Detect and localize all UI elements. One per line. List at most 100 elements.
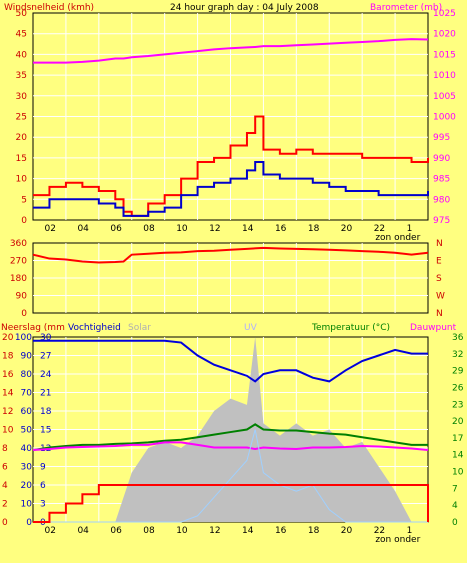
rain-tick: 12 xyxy=(2,407,13,417)
wind-x-tick: 14 xyxy=(242,224,254,234)
rain-tick: 18 xyxy=(2,352,14,362)
temp-tick: 10 xyxy=(452,468,464,478)
series-temperatuur xyxy=(32,423,428,452)
clim-x-note: zon onder xyxy=(375,535,420,545)
wind-x-note: zon onder xyxy=(375,233,420,243)
humidity-tick: 0 xyxy=(26,518,32,528)
series-solar xyxy=(33,337,428,522)
direction-left-tick: 270 xyxy=(10,257,27,267)
direction-left-tick: 360 xyxy=(10,239,27,249)
wind-right-tick: 1010 xyxy=(433,71,456,81)
rain-tick: 8 xyxy=(2,444,8,454)
uv-tick: 24 xyxy=(40,370,52,380)
temp-tick: 32 xyxy=(452,350,463,360)
wind-left-tick: 40 xyxy=(16,50,28,60)
wind-x-tick: 02 xyxy=(45,224,56,234)
temp-tick: 0 xyxy=(452,518,458,528)
wind-right-tick: 975 xyxy=(433,216,450,226)
series-vochtigheid xyxy=(33,339,428,383)
wind-left-tick: 0 xyxy=(21,216,27,226)
wind-left-tick: 15 xyxy=(16,154,27,164)
series-uv xyxy=(33,429,428,523)
clim-x-tick: 10 xyxy=(176,526,188,536)
direction-right-tick: S xyxy=(436,274,442,284)
wind-left-label: Windsnelheid (kmh) xyxy=(4,3,94,13)
wind-x-tick: 1 xyxy=(407,224,413,234)
temp-tick: 20 xyxy=(452,417,464,427)
wind-left-tick: 30 xyxy=(16,92,28,102)
temp-tick: 14 xyxy=(452,451,464,461)
temp-tick: 26 xyxy=(452,383,464,393)
rain-tick: 16 xyxy=(2,370,14,380)
wind-left-tick: 20 xyxy=(16,133,28,143)
series-windsnelheid-gusts xyxy=(33,115,429,217)
wind-right-tick: 980 xyxy=(433,195,450,205)
temp-tick: 23 xyxy=(452,400,463,410)
clim-x-tick: 06 xyxy=(110,526,122,536)
wind-x-tick: 04 xyxy=(77,224,89,234)
wind-left-tick: 50 xyxy=(16,9,28,19)
humidity-tick: 50 xyxy=(21,426,33,436)
humidity-tick: 40 xyxy=(21,444,33,454)
humidity-tick: 90 xyxy=(21,352,33,362)
direction-right-tick: N xyxy=(436,309,443,319)
wind-x-tick: 22 xyxy=(374,224,385,234)
series-dauwpunt xyxy=(32,441,429,452)
wind-right-tick: 1005 xyxy=(433,92,456,102)
clim-x-tick: 18 xyxy=(308,526,320,536)
humidity-tick: 20 xyxy=(21,481,33,491)
rain-tick: 10 xyxy=(2,426,14,436)
humidity-tick: 100 xyxy=(15,333,32,343)
wind-left-tick: 10 xyxy=(16,175,28,185)
rain-tick: 4 xyxy=(2,481,8,491)
wind-x-tick: 08 xyxy=(143,224,155,234)
wind-right-tick: 1000 xyxy=(433,113,456,123)
clim-x-tick: 20 xyxy=(341,526,353,536)
humidity-tick: 70 xyxy=(21,389,33,399)
wind-right-tick: 995 xyxy=(433,133,450,143)
uv-tick: 6 xyxy=(40,481,46,491)
wind-left-tick: 45 xyxy=(16,30,27,40)
uv-tick: 9 xyxy=(40,463,46,473)
clim-x-tick: 22 xyxy=(374,526,385,536)
wind-x-tick: 18 xyxy=(308,224,320,234)
wind-right-tick: 1020 xyxy=(433,30,456,40)
wind-x-tick: 20 xyxy=(341,224,353,234)
rain-label: Neerslag (mm xyxy=(1,323,65,333)
humidity-tick: 60 xyxy=(21,407,33,417)
direction-right-tick: E xyxy=(436,257,442,267)
uv-tick: 18 xyxy=(40,407,52,417)
humidity-label: Vochtigheid xyxy=(68,323,121,333)
direction-right-tick: N xyxy=(436,239,443,249)
humidity-tick: 30 xyxy=(21,463,33,473)
direction-left-tick: 0 xyxy=(21,309,27,319)
series-barometer xyxy=(33,38,429,64)
wind-right-tick: 990 xyxy=(433,154,450,164)
temp-tick: 36 xyxy=(452,333,464,343)
wind-x-tick: 12 xyxy=(209,224,220,234)
wind-right-label: Barometer (mb) xyxy=(370,3,442,13)
clim-x-tick: 14 xyxy=(242,526,254,536)
dewpoint-label: Dauwpunt xyxy=(410,323,457,333)
wind-left-tick: 25 xyxy=(16,113,27,123)
direction-left-tick: 180 xyxy=(10,274,27,284)
wind-right-tick: 1025 xyxy=(433,9,456,19)
wind-right-tick: 985 xyxy=(433,175,450,185)
temp-tick: 17 xyxy=(452,434,463,444)
clim-x-tick: 08 xyxy=(143,526,155,536)
direction-right-tick: W xyxy=(436,292,445,302)
uv-tick: 27 xyxy=(40,352,51,362)
humidity-tick: 80 xyxy=(21,370,33,380)
temp-tick: 29 xyxy=(452,367,464,377)
clim-x-tick: 04 xyxy=(77,526,89,536)
rain-tick: 0 xyxy=(2,518,8,528)
wind-right-tick: 1015 xyxy=(433,50,456,60)
rain-tick: 6 xyxy=(2,463,8,473)
uv-label: UV xyxy=(244,323,258,333)
temp-tick: 7 xyxy=(452,484,458,494)
series-neerslag xyxy=(33,484,429,523)
temp-tick: 4 xyxy=(452,501,458,511)
wind-x-tick: 16 xyxy=(275,224,287,234)
clim-x-tick: 1 xyxy=(407,526,413,536)
